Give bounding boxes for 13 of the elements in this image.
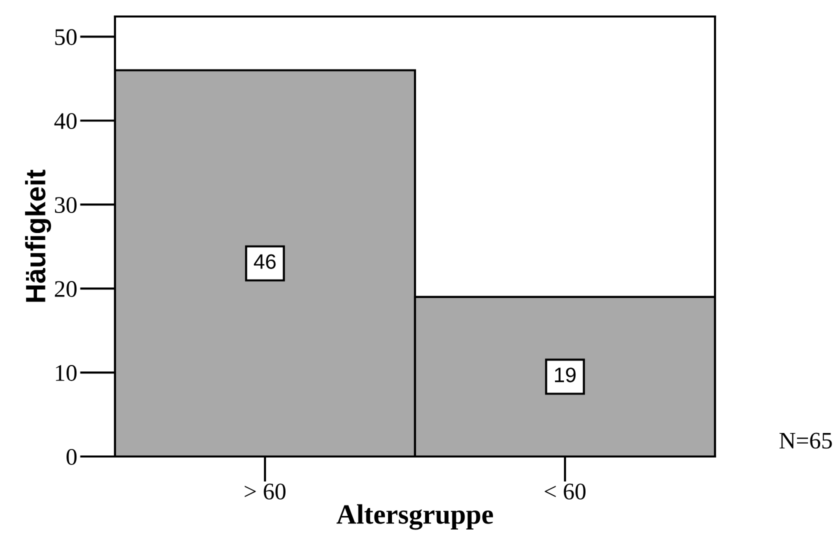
- data-label: 19: [555, 368, 576, 382]
- x-axis-title: Altersgruppe: [336, 504, 493, 530]
- text: N=65: [779, 432, 832, 449]
- data-label: 46: [254, 254, 276, 269]
- y-tick-label: 30: [54, 197, 77, 214]
- y-axis-title: Häufigkeit: [25, 170, 52, 302]
- x-tick-label: < 60: [544, 484, 586, 500]
- y-tick-label: 10: [56, 365, 77, 381]
- y-tick-label: 20: [54, 281, 77, 297]
- y-tick-label: 0: [66, 448, 77, 465]
- y-tick-label: 40: [54, 113, 77, 130]
- x-tick-label: > 60: [244, 484, 286, 500]
- y-tick-label: 50: [55, 29, 77, 46]
